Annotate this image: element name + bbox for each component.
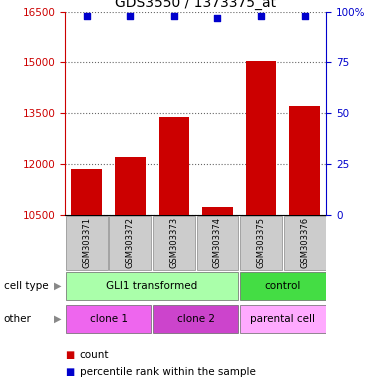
Point <box>302 13 308 19</box>
Point <box>214 15 220 21</box>
Text: ■: ■ <box>65 350 74 360</box>
Bar <box>66 272 239 300</box>
Bar <box>284 215 326 270</box>
Text: ▶: ▶ <box>54 281 61 291</box>
Text: parental cell: parental cell <box>250 314 315 324</box>
Text: percentile rank within the sample: percentile rank within the sample <box>80 367 256 377</box>
Text: GLI1 transformed: GLI1 transformed <box>106 281 198 291</box>
Bar <box>66 305 151 333</box>
Bar <box>153 305 239 333</box>
Text: GSM303375: GSM303375 <box>257 217 266 268</box>
Bar <box>66 215 108 270</box>
Text: cell type: cell type <box>4 281 48 291</box>
Bar <box>240 272 326 300</box>
Bar <box>240 215 282 270</box>
Title: GDS3550 / 1373375_at: GDS3550 / 1373375_at <box>115 0 276 10</box>
Text: clone 2: clone 2 <box>177 314 215 324</box>
Text: count: count <box>80 350 109 360</box>
Point <box>84 13 90 19</box>
Bar <box>159 117 189 215</box>
Bar <box>289 106 320 215</box>
Point <box>258 13 264 19</box>
Text: GSM303374: GSM303374 <box>213 217 222 268</box>
Bar <box>72 169 102 215</box>
Text: clone 1: clone 1 <box>89 314 128 324</box>
Bar <box>246 61 276 215</box>
Bar <box>153 215 195 270</box>
Bar <box>115 157 145 215</box>
Bar <box>202 207 233 215</box>
Text: GSM303371: GSM303371 <box>82 217 91 268</box>
Point <box>127 13 133 19</box>
Bar <box>240 305 326 333</box>
Point <box>171 13 177 19</box>
Text: GSM303372: GSM303372 <box>126 217 135 268</box>
Text: ■: ■ <box>65 367 74 377</box>
Bar <box>197 215 239 270</box>
Bar <box>109 215 151 270</box>
Text: other: other <box>4 314 32 324</box>
Text: GSM303373: GSM303373 <box>170 217 178 268</box>
Text: control: control <box>265 281 301 291</box>
Text: GSM303376: GSM303376 <box>300 217 309 268</box>
Text: ▶: ▶ <box>54 314 61 324</box>
